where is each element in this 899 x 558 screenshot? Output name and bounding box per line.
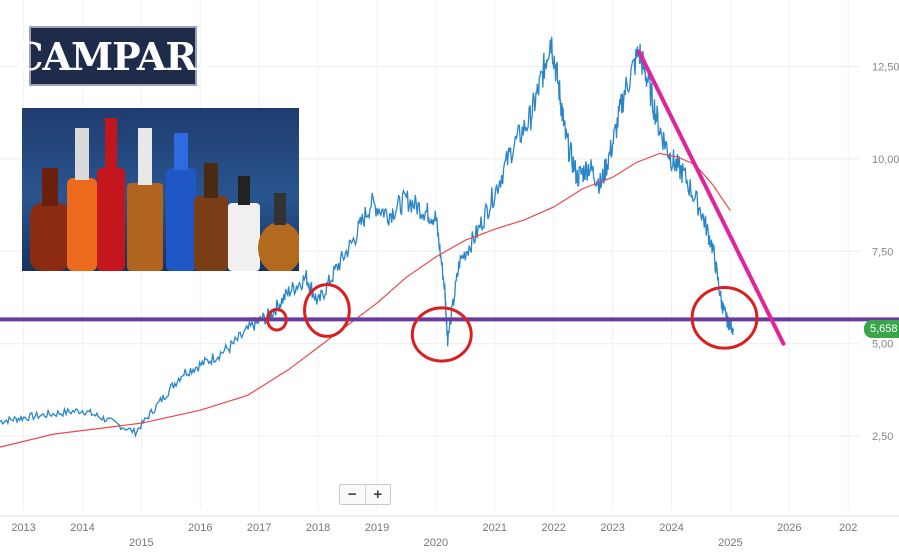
y-tick-label: 12,50 — [872, 62, 899, 74]
y-tick-label: 2,50 — [872, 431, 893, 443]
y-tick-label: 7,50 — [872, 246, 893, 258]
x-tick-label: 2021 — [483, 522, 507, 534]
logo-text: CAMPARI — [13, 33, 213, 79]
campari-logo: CAMPARI — [13, 26, 214, 86]
x-tick-label: 2020 — [424, 537, 448, 549]
x-tick-label: 2017 — [247, 522, 271, 534]
annotation-circle — [265, 307, 288, 332]
bottle-grand-marnier — [30, 168, 70, 271]
annotation-circle — [410, 306, 473, 363]
downtrend-line — [637, 49, 786, 346]
x-tick-label: 2013 — [11, 522, 35, 534]
x-tick-label: 202 — [839, 522, 857, 534]
x-tick-label: 2014 — [70, 522, 94, 534]
current-price-value: 5,658 — [870, 323, 898, 335]
x-tick-label: 2026 — [777, 522, 801, 534]
bottle-campari — [97, 118, 125, 271]
annotation-circle — [303, 283, 351, 338]
zoom-control: − + — [339, 484, 391, 505]
bottle-espolon — [228, 176, 260, 271]
x-tick-label: 2025 — [718, 537, 742, 549]
bottle-aperol — [67, 128, 97, 271]
annotation-circle — [690, 286, 759, 350]
x-tick-label: 2023 — [600, 522, 624, 534]
y-tick-label: 10,00 — [872, 154, 899, 166]
zoom-out-button[interactable]: − — [347, 486, 357, 503]
bottle-appleton — [194, 163, 228, 271]
x-tick-label: 2024 — [659, 522, 683, 534]
current-price-tag: 5,658 — [864, 320, 899, 338]
zoom-in-button[interactable]: + — [364, 485, 391, 504]
moving-average-line — [0, 152, 731, 448]
y-tick-label: 5,00 — [872, 339, 893, 351]
bottle-wild-turkey — [127, 128, 163, 271]
x-tick-label: 2018 — [306, 522, 330, 534]
x-tick-label: 2022 — [541, 522, 565, 534]
x-tick-label: 2015 — [129, 537, 153, 549]
bottle-courvoisier — [258, 193, 299, 271]
x-tick-label: 2016 — [188, 522, 212, 534]
bottle-skyy — [166, 133, 196, 271]
x-tick-label: 2019 — [365, 522, 389, 534]
bottles-image — [22, 108, 299, 271]
